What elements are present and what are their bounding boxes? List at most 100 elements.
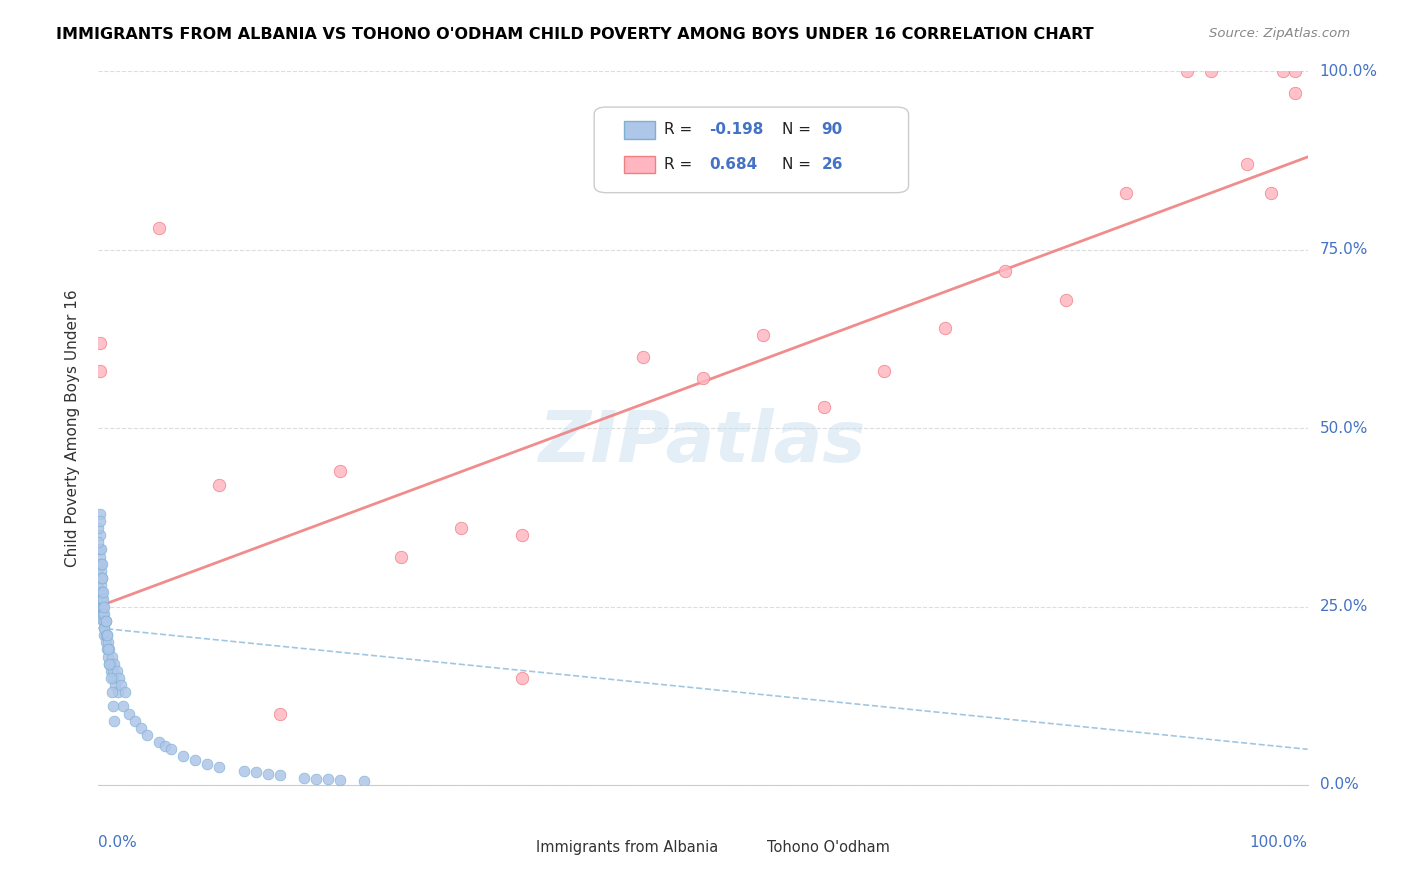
Point: [208, 760, 231, 774]
FancyBboxPatch shape: [624, 121, 655, 139]
Point: [329, 464, 352, 478]
Point: [93, 599, 115, 614]
Text: -0.198: -0.198: [709, 122, 763, 137]
Point: [101, 699, 124, 714]
Point: [89, 514, 111, 528]
Point: [813, 400, 835, 414]
Point: [1260, 186, 1282, 200]
Point: [114, 685, 136, 699]
Text: N =: N =: [782, 157, 811, 171]
Point: [94, 614, 117, 628]
Point: [245, 765, 267, 780]
Text: Immigrants from Albania: Immigrants from Albania: [536, 839, 718, 855]
Text: Source: ZipAtlas.com: Source: ZipAtlas.com: [1209, 27, 1350, 40]
Point: [91, 592, 114, 607]
Point: [1236, 157, 1258, 171]
Point: [103, 657, 125, 671]
Point: [100, 671, 122, 685]
Point: [1272, 64, 1295, 78]
Y-axis label: Child Poverty Among Boys Under 16: Child Poverty Among Boys Under 16: [65, 289, 80, 567]
Point: [269, 768, 291, 782]
Point: [100, 685, 122, 699]
Point: [1115, 186, 1137, 200]
Point: [91, 607, 114, 621]
Point: [107, 685, 129, 699]
Text: ZIPatlas: ZIPatlas: [540, 408, 866, 477]
Point: [269, 706, 291, 721]
Point: [100, 649, 122, 664]
Point: [103, 714, 125, 728]
Point: [329, 772, 352, 787]
Point: [1054, 293, 1077, 307]
Point: [256, 766, 278, 780]
Point: [110, 678, 132, 692]
Point: [153, 739, 176, 753]
Point: [148, 735, 170, 749]
Point: [89, 507, 111, 521]
Point: [89, 557, 111, 571]
Point: [195, 756, 218, 771]
Point: [316, 772, 339, 787]
Point: [148, 221, 170, 235]
Point: [292, 771, 315, 785]
Point: [93, 607, 115, 621]
Point: [101, 664, 124, 678]
Point: [135, 728, 157, 742]
Point: [873, 364, 896, 378]
Text: 0.684: 0.684: [709, 157, 758, 171]
Point: [389, 549, 412, 564]
Point: [160, 742, 183, 756]
Point: [1199, 64, 1222, 78]
Point: [1284, 86, 1306, 100]
Text: 26: 26: [821, 157, 844, 171]
Point: [934, 321, 956, 335]
Point: [100, 664, 122, 678]
Point: [98, 657, 121, 671]
Text: R =: R =: [664, 157, 693, 171]
Point: [1284, 64, 1306, 78]
Point: [91, 571, 114, 585]
Point: [450, 521, 472, 535]
Point: [692, 371, 714, 385]
Text: 100.0%: 100.0%: [1250, 835, 1308, 850]
FancyBboxPatch shape: [727, 840, 758, 856]
Text: 75.0%: 75.0%: [1320, 243, 1368, 257]
Point: [232, 764, 254, 778]
Point: [93, 621, 115, 635]
Point: [96, 628, 118, 642]
Point: [87, 564, 110, 578]
Point: [87, 578, 110, 592]
Point: [97, 649, 120, 664]
Point: [91, 599, 114, 614]
Text: R =: R =: [664, 122, 693, 137]
Point: [208, 478, 231, 492]
Point: [89, 335, 111, 350]
Point: [111, 699, 134, 714]
Point: [104, 678, 127, 692]
Point: [91, 607, 114, 621]
Text: 25.0%: 25.0%: [1320, 599, 1368, 614]
Point: [91, 557, 114, 571]
Point: [90, 585, 112, 599]
Point: [91, 599, 114, 614]
Text: 0.0%: 0.0%: [1320, 778, 1358, 792]
Point: [87, 535, 110, 549]
Point: [184, 753, 207, 767]
Point: [91, 585, 114, 599]
FancyBboxPatch shape: [624, 155, 655, 173]
Text: 100.0%: 100.0%: [1320, 64, 1378, 78]
FancyBboxPatch shape: [498, 840, 527, 856]
FancyBboxPatch shape: [595, 107, 908, 193]
Point: [91, 614, 114, 628]
Point: [631, 350, 654, 364]
Text: 0.0%: 0.0%: [98, 835, 138, 850]
Text: 90: 90: [821, 122, 842, 137]
Point: [89, 549, 111, 564]
Point: [90, 542, 112, 557]
Point: [97, 642, 120, 657]
Point: [91, 592, 114, 607]
Point: [1175, 64, 1198, 78]
Point: [98, 642, 121, 657]
Point: [97, 635, 120, 649]
Point: [510, 671, 533, 685]
